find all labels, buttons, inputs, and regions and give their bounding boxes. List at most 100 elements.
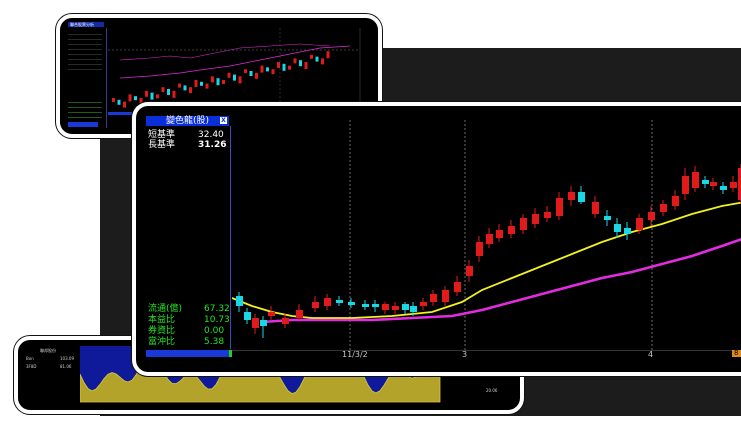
candle bbox=[442, 290, 449, 302]
mini-candle bbox=[293, 58, 297, 64]
mini-candle bbox=[271, 69, 275, 75]
mini-candle bbox=[161, 87, 165, 93]
short-label: 短基準 bbox=[148, 130, 176, 140]
close-icon[interactable]: X bbox=[220, 117, 227, 124]
candle bbox=[382, 304, 389, 310]
mini-candle bbox=[167, 89, 170, 95]
candle bbox=[454, 282, 461, 292]
x-tick-1: 11/3/2 bbox=[342, 350, 368, 359]
mini-candle bbox=[178, 83, 181, 88]
mini-candle bbox=[233, 74, 236, 81]
stat-label: 券資比 bbox=[148, 326, 176, 336]
mini-candle bbox=[282, 63, 286, 71]
mini-candle bbox=[145, 90, 148, 97]
scroll-bar[interactable] bbox=[146, 350, 230, 357]
mini-candle bbox=[277, 62, 280, 68]
mini-candle bbox=[183, 85, 187, 91]
bottom-left-row2-label: 3F8D bbox=[26, 364, 37, 369]
mini-candle bbox=[172, 90, 176, 98]
mini-candle bbox=[266, 67, 269, 72]
top-left-info-panel bbox=[66, 28, 107, 128]
candle bbox=[410, 306, 417, 312]
candle bbox=[508, 226, 515, 234]
mini-candle bbox=[189, 87, 192, 94]
bottom-left-header: 聯邦股份 bbox=[40, 348, 56, 353]
candle bbox=[236, 296, 243, 306]
candle bbox=[430, 294, 437, 302]
right-tab[interactable]: 8 bbox=[732, 349, 741, 357]
mini-candle bbox=[321, 58, 324, 65]
main-title: 變色龍(股) bbox=[165, 116, 210, 126]
mini-candle bbox=[288, 65, 291, 70]
candle bbox=[636, 218, 643, 230]
long-value: 31.26 bbox=[198, 140, 227, 150]
top-left-title-bar: 聯合股票分析 bbox=[68, 22, 104, 27]
candle bbox=[614, 224, 621, 232]
mini-candle bbox=[112, 98, 115, 102]
x-tick-2: 3 bbox=[462, 350, 468, 359]
candle bbox=[496, 230, 503, 238]
candle bbox=[578, 192, 585, 202]
candle bbox=[568, 192, 575, 200]
bottom-left-row1-label: Bon bbox=[26, 356, 34, 361]
stat-value: 5.38 bbox=[204, 337, 225, 347]
candle bbox=[682, 176, 689, 194]
main-chart-window[interactable]: 變色龍(股) X 短基準 32.40 長基準 31.26 流通(億) 67.32 本… bbox=[132, 102, 741, 376]
mini-candle bbox=[326, 51, 330, 59]
mini-candle bbox=[216, 78, 220, 86]
bottom-left-row2-value: 81.06 bbox=[60, 364, 72, 369]
candle bbox=[720, 186, 727, 190]
mini-candle bbox=[227, 72, 231, 78]
mini-candle bbox=[244, 69, 247, 74]
candle bbox=[252, 318, 259, 328]
candle bbox=[260, 320, 267, 326]
candle bbox=[282, 318, 289, 324]
stat-label: 流通(億) bbox=[148, 304, 183, 314]
x-tick-3: 4 bbox=[648, 350, 654, 359]
mini-candle bbox=[134, 96, 137, 101]
candle bbox=[336, 300, 343, 303]
mini-candle bbox=[222, 80, 225, 84]
long-label: 長基準 bbox=[148, 140, 176, 150]
candle bbox=[648, 212, 655, 220]
candle bbox=[544, 212, 551, 218]
mini-candle bbox=[255, 72, 258, 79]
candle bbox=[244, 312, 251, 320]
candle bbox=[402, 304, 409, 310]
candle bbox=[710, 182, 717, 186]
candle bbox=[672, 196, 679, 206]
mini-candle bbox=[123, 101, 126, 108]
stat-value: 67.32 bbox=[204, 304, 230, 314]
candle bbox=[532, 214, 539, 224]
mini-candle bbox=[205, 83, 209, 89]
main-title-bar[interactable]: 變色龍(股) X bbox=[146, 116, 229, 126]
stat-label: 當沖比 bbox=[148, 337, 176, 347]
mini-candle bbox=[194, 80, 198, 87]
candle bbox=[486, 234, 493, 244]
candle bbox=[556, 198, 563, 216]
candle bbox=[312, 302, 319, 308]
stat-label: 本益比 bbox=[148, 315, 176, 325]
candle bbox=[392, 306, 399, 310]
candle bbox=[730, 182, 737, 188]
scroll-handle[interactable] bbox=[229, 350, 232, 357]
candle bbox=[738, 168, 741, 200]
mini-candle bbox=[139, 98, 143, 103]
mini-candle bbox=[260, 65, 264, 73]
candle bbox=[692, 172, 699, 188]
candle bbox=[348, 302, 355, 305]
short-value: 32.40 bbox=[198, 130, 224, 140]
candle bbox=[420, 302, 427, 306]
top-left-title: 聯合股票分析 bbox=[70, 22, 94, 27]
mini-candle bbox=[304, 62, 308, 69]
candle bbox=[660, 204, 667, 212]
bottom-left-row1-value: 103.09 bbox=[60, 356, 74, 361]
mini-candle bbox=[238, 76, 242, 84]
candle bbox=[362, 304, 369, 307]
mini-candle bbox=[249, 71, 253, 76]
candle bbox=[624, 228, 631, 234]
mini-candle bbox=[156, 94, 159, 99]
candle bbox=[372, 304, 379, 307]
candle bbox=[324, 298, 331, 306]
mini-candle bbox=[117, 99, 121, 105]
